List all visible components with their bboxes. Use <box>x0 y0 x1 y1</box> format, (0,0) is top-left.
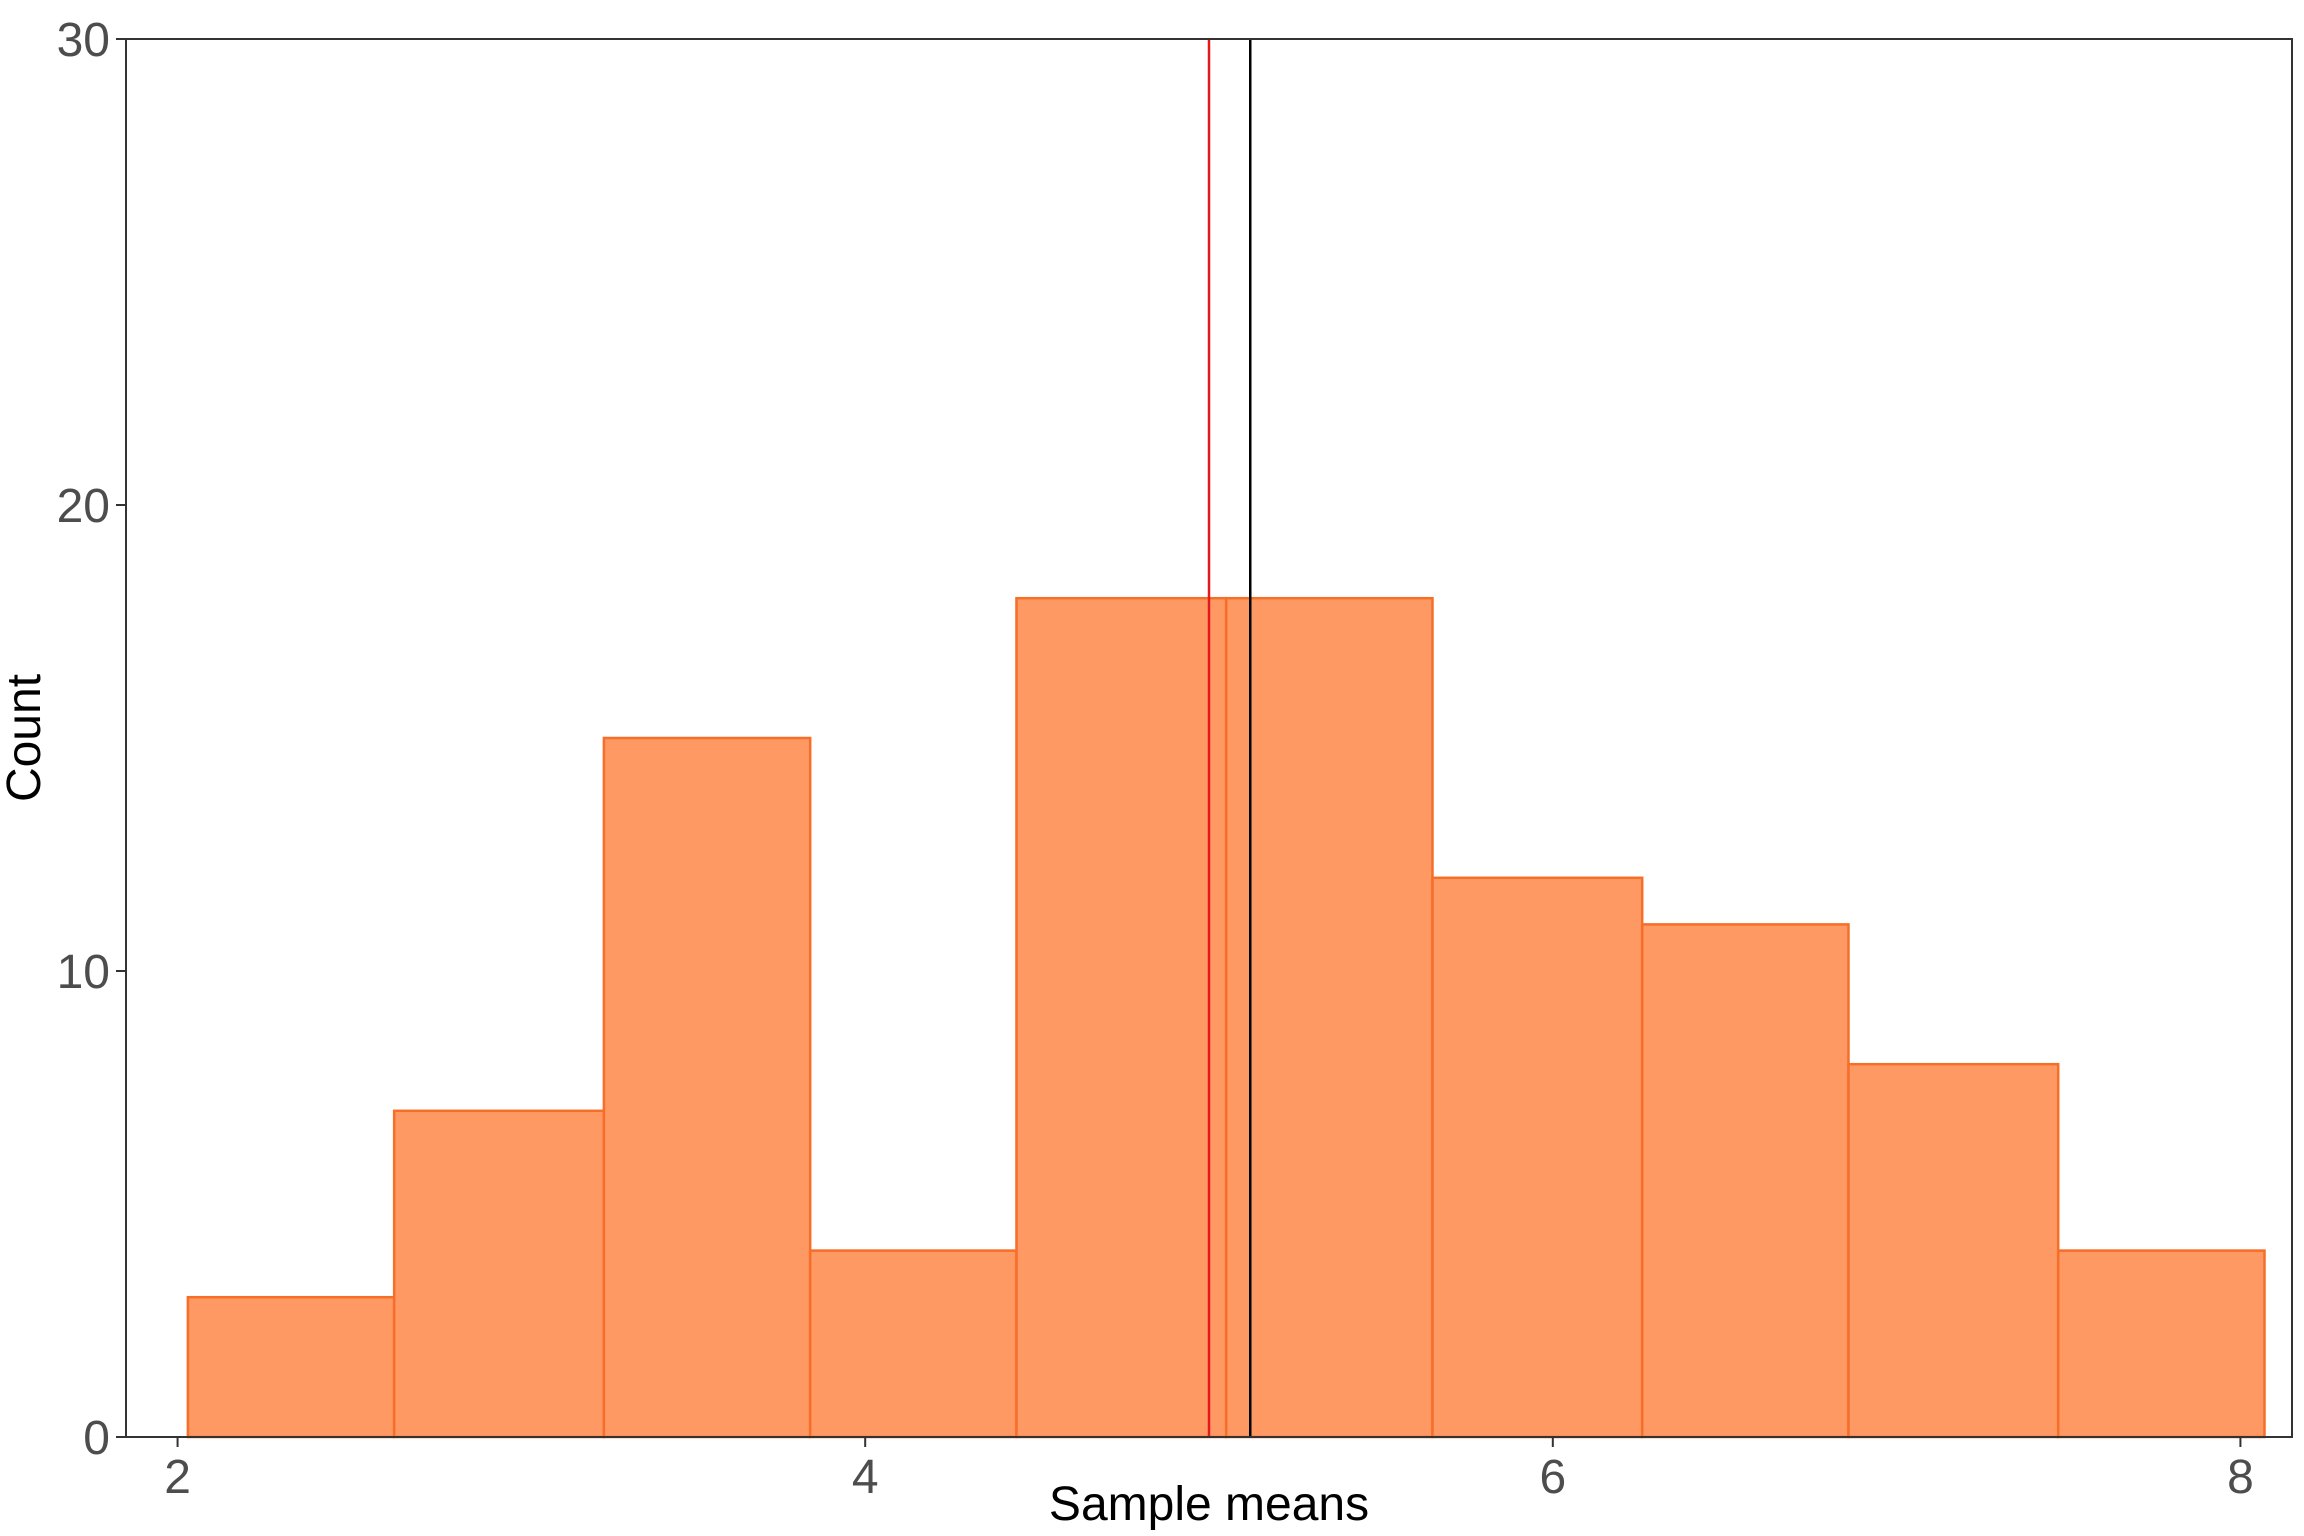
histogram-bar-1 <box>186 1295 396 1439</box>
histogram-bar-7 <box>1431 876 1644 1439</box>
histogram-bars <box>186 596 2266 1439</box>
plot-panel-border <box>125 38 2293 1438</box>
histogram-bar-2 <box>392 1109 606 1439</box>
y-tick-label: 20 <box>57 480 110 533</box>
histogram-bar-10 <box>2056 1249 2266 1439</box>
x-tick-label: 6 <box>1539 1451 1566 1504</box>
y-axis-title: Count <box>0 674 51 802</box>
histogram-bar-9 <box>1847 1062 2060 1439</box>
histogram-bar-8 <box>1640 923 1850 1439</box>
y-tick-label: 10 <box>57 946 110 999</box>
histogram-bar-4 <box>808 1249 1018 1439</box>
y-axis: 0 10 20 30 <box>57 14 126 1465</box>
x-tick-label: 2 <box>164 1451 191 1504</box>
reference-lines <box>1207 39 1252 1437</box>
x-tick-label: 8 <box>2227 1451 2254 1504</box>
y-tick-label: 30 <box>57 14 110 67</box>
x-axis: 2 4 6 8 <box>164 1437 2254 1504</box>
x-tick-label: 4 <box>852 1451 879 1504</box>
histogram-bar-6 <box>1224 596 1434 1439</box>
histogram-bar-3 <box>602 736 812 1439</box>
y-tick-label: 0 <box>83 1412 110 1465</box>
x-axis-title: Sample means <box>1049 1478 1369 1531</box>
histogram-bar-5 <box>1015 596 1228 1439</box>
